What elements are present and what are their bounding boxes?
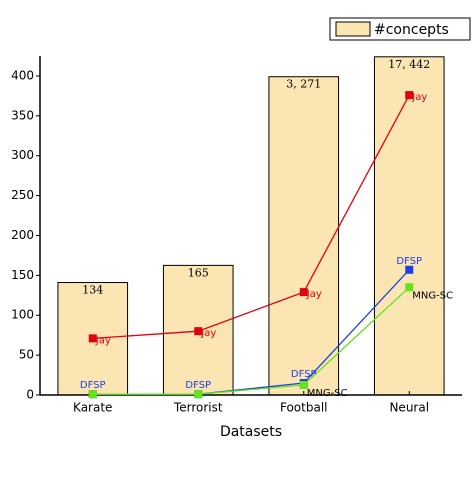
- bar-annotation: 134: [82, 284, 103, 297]
- y-tick-label: 400: [11, 68, 34, 82]
- series-marker: [405, 91, 414, 100]
- y-tick-label: 200: [11, 228, 34, 242]
- series-marker: [88, 334, 97, 343]
- series-line: [92, 94, 410, 340]
- y-tick-label: 300: [11, 148, 34, 162]
- y-tick-label: 150: [11, 268, 34, 282]
- series-marker: [405, 265, 414, 274]
- series-marker: [299, 381, 308, 390]
- series-marker: [405, 283, 414, 292]
- series-line: [92, 286, 410, 395]
- point-label: DFSP: [185, 380, 211, 391]
- point-label: MNG-SC: [412, 290, 453, 301]
- point-label: DFSP: [291, 369, 317, 380]
- point-label: DFSP: [80, 380, 106, 391]
- legend-label: #concepts: [374, 22, 449, 38]
- series-marker: [88, 390, 97, 399]
- legend-swatch: [335, 21, 371, 37]
- x-axis-label: Datasets: [220, 424, 282, 440]
- x-tick-label: Football: [280, 401, 328, 415]
- point-label: DFSP: [396, 256, 422, 267]
- series-marker: [194, 390, 203, 399]
- y-tick-label: 350: [11, 108, 34, 122]
- y-tick-label: 250: [11, 188, 34, 202]
- bar: [373, 56, 445, 396]
- point-label: Jay: [411, 92, 427, 103]
- series-marker: [299, 288, 308, 297]
- y-tick-label: 50: [19, 348, 34, 362]
- y-tick-label: 100: [11, 308, 34, 322]
- bar-annotation: 165: [188, 266, 209, 279]
- point-label: MNG-SC: [307, 388, 348, 399]
- point-label: Jay: [306, 289, 322, 300]
- point-label: Jay: [95, 335, 111, 346]
- series-marker: [194, 327, 203, 336]
- point-label: Jay: [200, 328, 216, 339]
- y-tick-label: 0: [26, 388, 34, 402]
- bar-annotation: 3, 271: [286, 78, 321, 91]
- bar-annotation: 17, 442: [388, 58, 430, 71]
- x-tick-label: Karate: [73, 401, 112, 415]
- x-tick-label: Neural: [389, 401, 429, 415]
- bar: [268, 76, 340, 396]
- x-tick-label: Terrorist: [173, 401, 223, 415]
